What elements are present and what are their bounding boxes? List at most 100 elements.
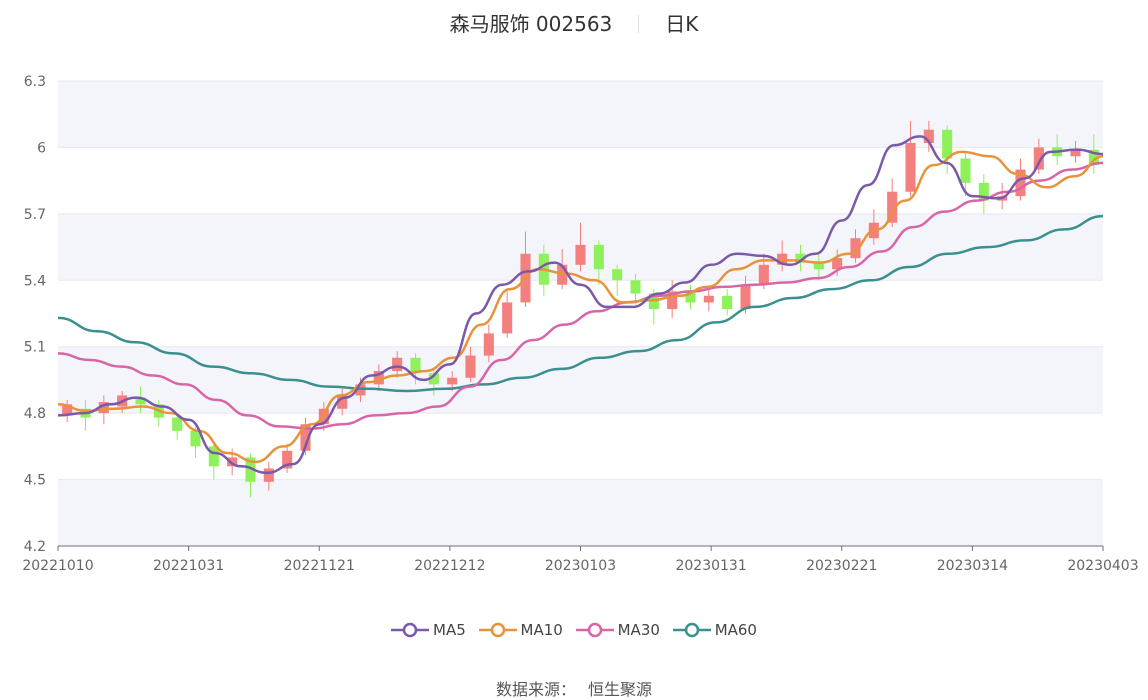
x-tick-label: 20221212 <box>414 558 485 574</box>
legend-label: MA5 <box>433 621 466 639</box>
candle-body <box>1070 149 1081 157</box>
candle <box>1070 140 1081 163</box>
candle <box>208 441 219 480</box>
candle <box>483 324 494 363</box>
plot-band <box>58 346 1103 414</box>
x-tick-label: 20230403 <box>1067 558 1138 574</box>
candle-body <box>667 291 678 310</box>
candle <box>410 353 421 385</box>
candle-body <box>1033 147 1044 170</box>
candle <box>923 120 934 152</box>
period-label[interactable]: 日K <box>665 12 699 36</box>
legend-label: MA60 <box>714 621 757 639</box>
y-tick-label: 5.7 <box>24 207 46 223</box>
candle-body <box>300 424 311 451</box>
candle-body <box>942 129 953 159</box>
candle <box>703 289 714 312</box>
x-tick-label: 20230103 <box>545 558 616 574</box>
candle-body <box>850 238 861 259</box>
candle <box>685 284 696 310</box>
y-tick-label: 4.2 <box>24 539 46 555</box>
candle-body <box>410 357 421 374</box>
x-tick-label: 20221121 <box>284 558 355 574</box>
candlestick-chart: 6.365.75.45.14.84.54.2 20221010 20221031 2… <box>22 74 1139 574</box>
candle <box>172 413 183 440</box>
candle-body <box>98 402 109 414</box>
candle-body <box>795 253 806 263</box>
chart-title: 森马服饰 002563 日K <box>0 8 1148 37</box>
line-ma30 <box>57 161 1104 430</box>
candle <box>135 386 146 414</box>
candle <box>428 368 439 396</box>
y-tick-label: 5.1 <box>24 340 46 356</box>
candle <box>612 264 623 296</box>
candle-body <box>373 371 384 385</box>
candle-body <box>905 143 916 192</box>
candle-body <box>428 373 439 385</box>
x-axis: 20221010 20221031 20221121 20221212 20230103… <box>22 545 1139 574</box>
candle <box>263 461 274 491</box>
candle <box>978 174 989 214</box>
source-label: 数据来源： <box>495 680 576 699</box>
candle <box>630 273 641 305</box>
candle-body <box>960 158 971 183</box>
y-tick-label: 6.3 <box>24 74 46 90</box>
candle-body <box>465 355 476 378</box>
candle-body <box>392 357 403 372</box>
candle-body <box>740 284 751 310</box>
candle-body <box>703 295 714 303</box>
x-tick-label: 20230314 <box>937 558 1008 574</box>
candle-body <box>172 417 183 431</box>
candle <box>887 178 898 228</box>
candle-body <box>887 191 898 223</box>
candle <box>502 291 513 338</box>
candle <box>795 244 806 272</box>
legend-item-ma10[interactable]: MA10 <box>478 621 563 639</box>
candle-body <box>758 264 769 285</box>
candle-body <box>923 129 934 143</box>
candle-body <box>483 333 494 356</box>
legend-ma5-icon <box>391 622 429 638</box>
candle-body <box>502 302 513 334</box>
candle-body <box>832 258 843 270</box>
legend-ma60-icon <box>672 622 711 638</box>
candle-body <box>557 264 568 285</box>
candle-body <box>1088 149 1099 166</box>
candle <box>557 249 568 290</box>
line-ma60 <box>57 214 1104 393</box>
candle <box>392 351 403 378</box>
y-axis: 6.3 6 5.7 5.4 5.1 4.8 4.5 4.2 <box>24 74 46 555</box>
x-tick-label: 20230221 <box>806 558 877 574</box>
candle-body <box>978 182 989 201</box>
y-tick-label: 5.4 <box>24 273 46 289</box>
candle-body <box>135 397 146 405</box>
candle-body <box>227 457 238 467</box>
line-ma10 <box>57 150 1104 464</box>
y-tick-label: 4.8 <box>24 406 46 422</box>
candles <box>62 120 1099 498</box>
legend-item-ma60[interactable]: MA60 <box>672 621 757 639</box>
legend-ma10-icon <box>478 622 517 638</box>
candle <box>942 125 953 174</box>
candle-body <box>685 291 696 303</box>
candle-body <box>447 377 458 385</box>
y-tick-label: 4.5 <box>24 473 46 489</box>
candle <box>465 346 476 383</box>
stock-title: 森马服饰 002563 <box>449 12 613 36</box>
candle-body <box>722 295 733 310</box>
legend-item-ma30[interactable]: MA30 <box>575 621 660 639</box>
legend-label: MA30 <box>617 621 660 639</box>
y-tick-label: 6 <box>37 140 46 156</box>
candle <box>373 364 384 391</box>
candle <box>575 222 586 272</box>
candle <box>813 253 824 281</box>
candle <box>722 289 733 316</box>
candle-body <box>612 269 623 281</box>
candle-body <box>263 468 274 482</box>
legend: MA5 MA10 MA30 MA60 <box>0 621 1148 642</box>
candle-body <box>282 450 293 469</box>
legend-item-ma5[interactable]: MA5 <box>391 621 466 639</box>
x-tick-label: 20230131 <box>675 558 746 574</box>
line-ma5 <box>57 135 1104 475</box>
candle <box>593 240 604 285</box>
